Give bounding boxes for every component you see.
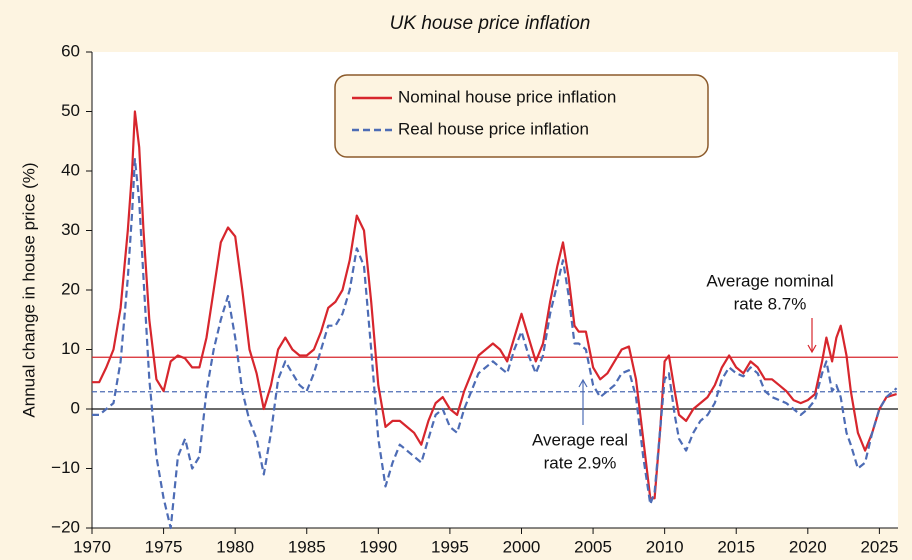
annotation: Average nominal [706,271,833,290]
x-tick-label: 1980 [216,537,254,556]
x-tick-label: 1985 [288,537,326,556]
annotation: Average real [532,430,628,449]
chart-title: UK house price inflation [390,13,591,34]
arrow-head [807,344,817,354]
series-line [92,158,898,530]
y-tick-label: 10 [61,339,80,358]
legend-label: Real house price inflation [398,119,589,138]
x-tick-label: 1970 [73,537,111,556]
x-tick-label: 1975 [145,537,183,556]
annotation: rate 2.9% [544,453,617,472]
y-tick-label: −20 [51,517,80,536]
series-line [92,110,897,500]
legend-label: Nominal house price inflation [398,87,616,106]
x-tick-label: 2025 [860,537,898,556]
x-tick-label: 2010 [646,537,684,556]
y-tick-label: 60 [61,41,80,60]
y-tick-label: 30 [61,220,80,239]
x-tick-label: 2020 [789,537,827,556]
y-tick-label: 40 [61,160,80,179]
y-axis-label: Annual change in house price (%) [19,162,38,417]
x-tick-label: 2005 [574,537,612,556]
x-tick-label: 1995 [431,537,469,556]
x-tick-label: 2015 [717,537,755,556]
legend-box [334,74,709,158]
y-tick-label: 0 [71,398,80,417]
y-tick-label: 20 [61,279,80,298]
y-tick-label: −10 [51,458,80,477]
y-tick-label: 50 [61,101,80,120]
x-tick-label: 2000 [503,537,541,556]
arrow-head [578,378,588,388]
annotation: rate 8.7% [734,294,807,313]
x-tick-label: 1990 [359,537,397,556]
